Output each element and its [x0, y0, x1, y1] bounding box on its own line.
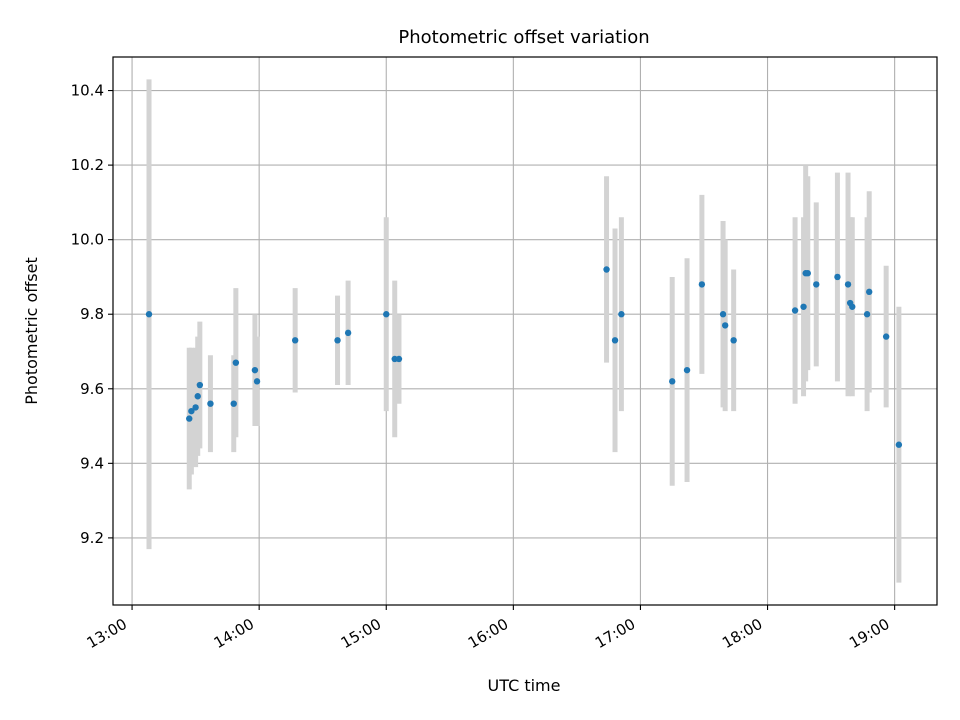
data-point — [603, 266, 610, 273]
data-point — [849, 303, 856, 310]
y-tick-label: 9.6 — [80, 380, 104, 398]
chart-title: Photometric offset variation — [398, 27, 649, 48]
data-point — [188, 407, 195, 415]
data-point — [804, 270, 811, 277]
data-point — [882, 333, 890, 340]
y-tick-label: 9.2 — [80, 529, 104, 547]
data-point — [719, 311, 727, 318]
data-point — [834, 273, 841, 281]
data-point — [863, 311, 871, 318]
y-axis-title: Photometric offset — [22, 257, 41, 405]
data-point — [186, 415, 193, 422]
data-point — [230, 400, 237, 407]
data-point — [344, 329, 352, 337]
y-tick-label: 10.0 — [71, 231, 104, 249]
data-point — [395, 355, 403, 363]
plot-frame — [112, 56, 938, 606]
y-tick-label: 10.4 — [71, 82, 104, 100]
data-point — [253, 378, 261, 385]
data-point — [207, 400, 214, 407]
data-point — [813, 281, 820, 288]
data-point — [232, 359, 240, 366]
point-layer — [145, 266, 903, 448]
data-point — [791, 307, 799, 314]
y-tick-label: 9.8 — [80, 305, 104, 323]
data-point — [866, 288, 873, 296]
data-point — [611, 337, 619, 344]
data-point — [618, 311, 625, 318]
data-point — [192, 404, 199, 411]
data-point — [895, 441, 903, 448]
x-axis-title: UTC time — [488, 676, 561, 695]
data-point — [844, 281, 852, 288]
data-point — [251, 366, 259, 374]
data-point — [194, 393, 201, 400]
data-point — [383, 311, 390, 318]
y-tick-label: 10.2 — [71, 156, 104, 174]
data-point — [730, 337, 737, 344]
data-point — [683, 366, 691, 374]
data-point — [721, 322, 729, 329]
data-point — [698, 281, 706, 288]
y-tick-label: 9.4 — [80, 454, 104, 472]
data-point — [145, 311, 153, 318]
data-point — [800, 303, 807, 310]
data-point — [291, 337, 299, 344]
data-point — [196, 381, 204, 389]
data-point — [669, 378, 676, 385]
data-point — [334, 337, 341, 344]
